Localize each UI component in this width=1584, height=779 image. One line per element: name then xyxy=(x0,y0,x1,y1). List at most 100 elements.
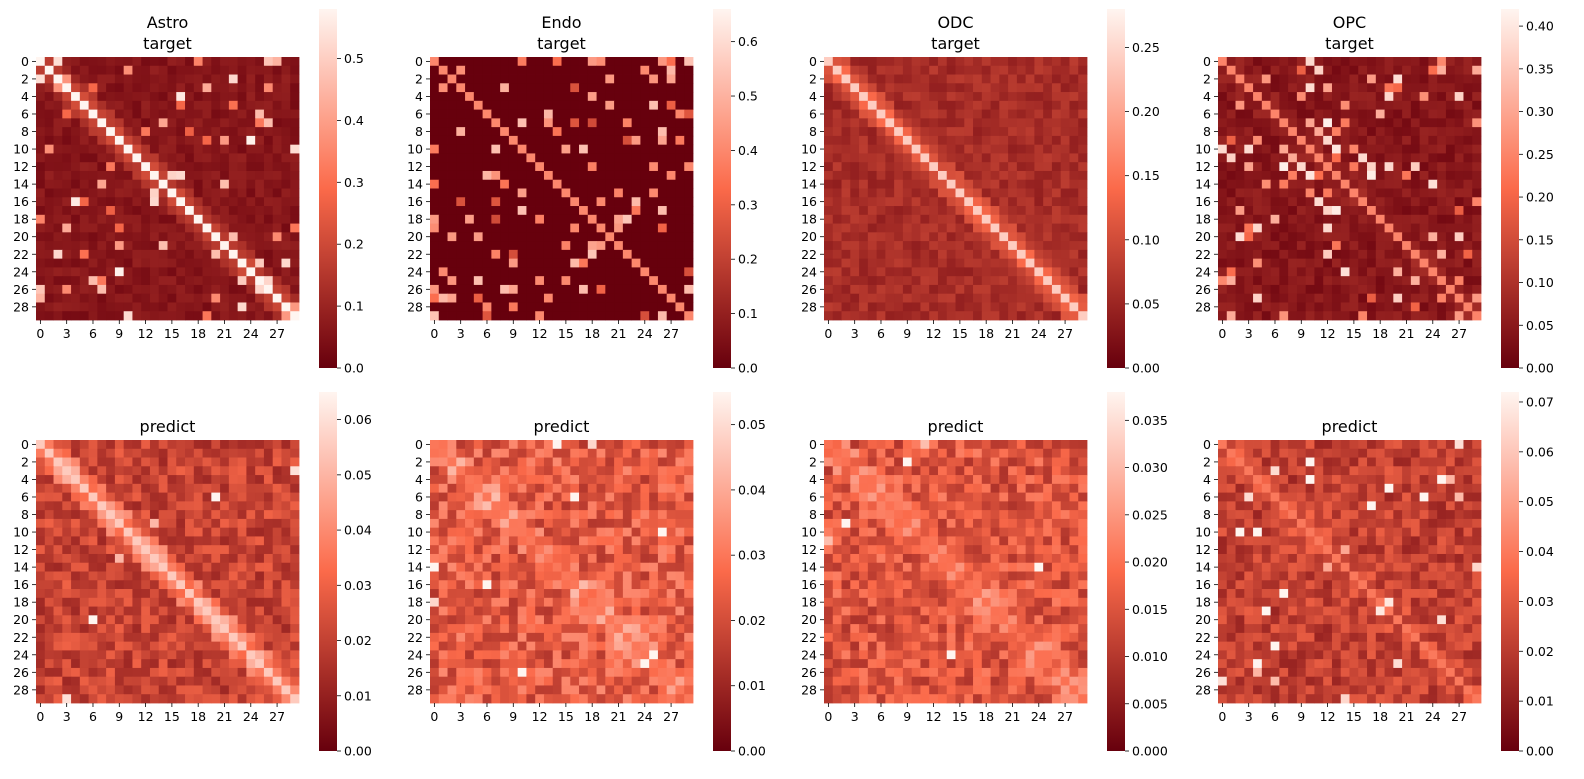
heatmap-cell xyxy=(1323,206,1333,216)
heatmap-cell xyxy=(88,100,98,110)
heatmap-cell xyxy=(202,214,212,224)
heatmap-cell xyxy=(1367,258,1377,268)
heatmap-cell xyxy=(132,632,142,643)
heatmap-cell xyxy=(167,311,177,321)
heatmap-cell xyxy=(640,302,650,312)
heatmap-cell xyxy=(430,214,440,224)
heatmap-cell xyxy=(281,562,291,572)
colorbar-tick-label: 0.2 xyxy=(738,252,758,267)
heatmap-cell xyxy=(596,302,606,312)
heatmap-cell xyxy=(473,92,483,102)
heatmap-cell xyxy=(1331,162,1342,172)
heatmap-cell xyxy=(1218,197,1228,207)
heatmap-cell xyxy=(1069,118,1079,128)
heatmap-cell xyxy=(185,135,195,146)
heatmap-cell xyxy=(1008,206,1018,216)
heatmap-cell xyxy=(684,170,694,181)
heatmap-cell xyxy=(929,284,939,295)
heatmap-cell xyxy=(281,440,291,450)
heatmap-cell xyxy=(132,641,142,651)
heatmap-cell xyxy=(114,109,125,119)
heatmap-cell xyxy=(36,501,46,511)
heatmap-cell xyxy=(263,100,274,110)
heatmap-cell xyxy=(263,232,274,242)
heatmap-cell xyxy=(964,206,974,216)
heatmap-cell xyxy=(141,518,151,529)
heatmap-cell xyxy=(220,492,230,502)
heatmap-cell xyxy=(491,65,501,75)
heatmap-cell xyxy=(211,74,221,84)
heatmap-cell xyxy=(228,597,239,607)
heatmap-cell xyxy=(649,179,659,189)
heatmap-cell xyxy=(1261,302,1271,312)
heatmap-cell xyxy=(158,109,168,119)
heatmap-cell xyxy=(911,83,921,93)
heatmap-cell xyxy=(640,276,650,286)
heatmap-cell xyxy=(465,170,475,181)
heatmap-cell xyxy=(1069,135,1079,146)
heatmap-cell xyxy=(1314,170,1324,181)
heatmap-cell xyxy=(1463,241,1473,251)
heatmap-cell xyxy=(167,659,177,669)
heatmap-cell xyxy=(1419,74,1429,84)
heatmap-cell xyxy=(937,197,948,207)
heatmap-cell xyxy=(167,92,177,102)
x-tick-label: 0 xyxy=(36,326,44,341)
heatmap-cell xyxy=(622,214,633,224)
heatmap-cell xyxy=(272,118,282,128)
heatmap-cell xyxy=(44,74,54,84)
heatmap-cell xyxy=(867,135,877,146)
heatmap-cell xyxy=(237,475,247,485)
heatmap-cell xyxy=(290,188,300,198)
heatmap-cell xyxy=(1454,162,1464,172)
heatmap-cell xyxy=(832,162,842,172)
heatmap-cell xyxy=(649,258,659,268)
heatmap-cell xyxy=(149,650,160,660)
heatmap-cell xyxy=(132,483,142,493)
heatmap-cell xyxy=(640,214,650,224)
heatmap-cell xyxy=(263,676,274,686)
heatmap-cell xyxy=(220,475,230,485)
heatmap-cell xyxy=(141,92,151,102)
heatmap-cell xyxy=(955,188,965,198)
heatmap-cell xyxy=(517,258,527,268)
heatmap-cell xyxy=(193,214,203,224)
heatmap-cell xyxy=(605,249,615,260)
heatmap-cell xyxy=(79,676,89,686)
heatmap-cell xyxy=(237,276,247,286)
heatmap-cell xyxy=(114,667,125,678)
heatmap-cell xyxy=(911,127,921,137)
heatmap-cell xyxy=(97,170,107,181)
heatmap-cell xyxy=(517,214,527,224)
heatmap-cell xyxy=(999,57,1009,67)
heatmap-cell xyxy=(193,127,203,137)
heatmap-cell xyxy=(473,214,483,224)
heatmap-cell xyxy=(447,214,457,224)
heatmap-cell xyxy=(71,118,81,128)
x-tick-label: 24 xyxy=(243,709,259,724)
heatmap-cell xyxy=(552,440,562,450)
heatmap-cell xyxy=(946,162,956,172)
heatmap-cell xyxy=(1305,206,1315,216)
heatmap-cell xyxy=(1402,179,1412,189)
heatmap-cell xyxy=(1454,100,1464,110)
heatmap-cell xyxy=(211,492,221,502)
heatmap-cell xyxy=(1226,83,1236,93)
heatmap-cell xyxy=(981,135,991,146)
heatmap-cell xyxy=(920,153,930,163)
heatmap-cell xyxy=(535,118,545,128)
heatmap-cell xyxy=(482,448,492,458)
heatmap-cell xyxy=(246,641,256,651)
heatmap-cell xyxy=(631,293,641,303)
heatmap-cell xyxy=(981,197,991,207)
heatmap-cell xyxy=(596,440,606,450)
heatmap-cell xyxy=(850,241,860,251)
heatmap-cell xyxy=(290,606,300,616)
heatmap-cell xyxy=(53,624,63,634)
heatmap-cell xyxy=(1016,135,1027,146)
heatmap-cell xyxy=(1025,302,1035,312)
heatmap-cell xyxy=(36,624,46,634)
heatmap-cell xyxy=(141,74,151,84)
heatmap-cell xyxy=(44,249,54,260)
heatmap-cell xyxy=(88,214,98,224)
